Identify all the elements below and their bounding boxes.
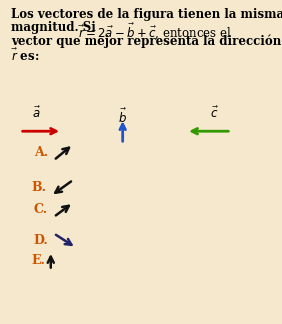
Text: $\vec{a}$: $\vec{a}$ [32, 107, 41, 122]
Text: E.: E. [31, 254, 45, 267]
Text: $\vec{c}$: $\vec{c}$ [210, 107, 219, 122]
Text: D.: D. [34, 234, 49, 247]
Text: A.: A. [34, 146, 48, 159]
Text: C.: C. [34, 203, 48, 216]
Text: Los vectores de la figura tienen la misma: Los vectores de la figura tienen la mism… [11, 8, 282, 21]
Text: B.: B. [31, 181, 46, 194]
Text: $\vec{r}=2\vec{a}-\vec{b}+\vec{c}$, entonces el: $\vec{r}=2\vec{a}-\vec{b}+\vec{c}$, ento… [78, 21, 231, 40]
Text: magnitud. Si: magnitud. Si [11, 21, 100, 34]
Text: $\vec{b}$: $\vec{b}$ [118, 108, 127, 126]
Text: vector que mejor representa la dirección de: vector que mejor representa la dirección… [11, 35, 282, 48]
Text: $\vec{r}$ es:: $\vec{r}$ es: [11, 48, 39, 64]
